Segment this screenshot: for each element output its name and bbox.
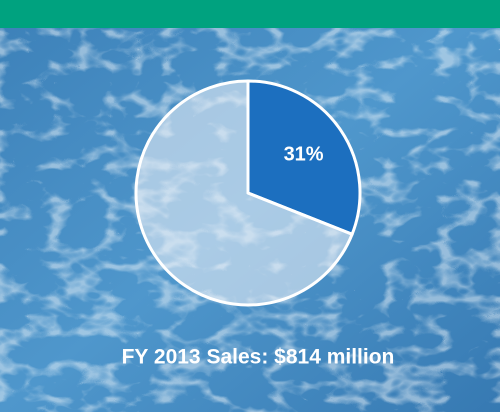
data-label: 31% <box>284 144 324 166</box>
header-bar <box>0 0 500 28</box>
chart-title: FY 2013 Sales: $814 million <box>122 346 395 369</box>
pie: 31% <box>136 81 360 305</box>
chart: 31% FY 2013 Sales: $814 million <box>0 0 500 412</box>
